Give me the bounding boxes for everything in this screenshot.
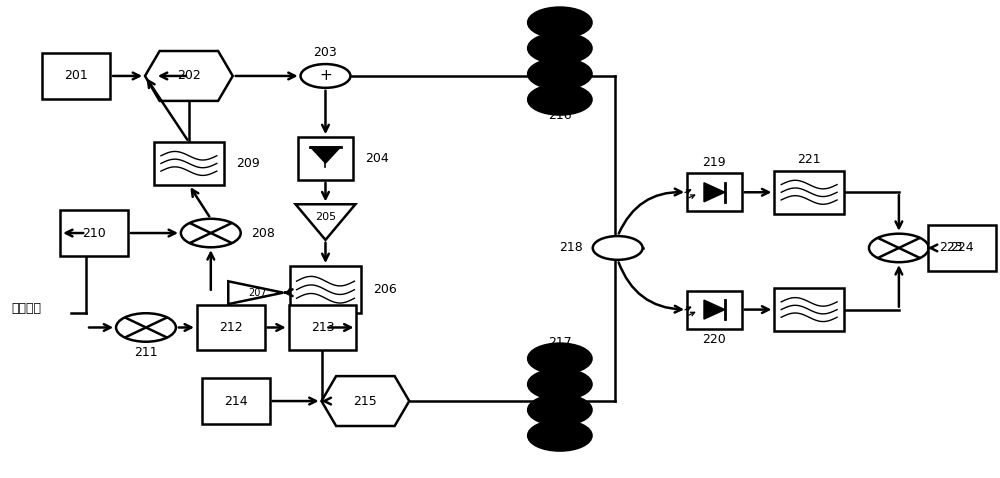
- Polygon shape: [321, 376, 409, 426]
- Text: 信号输入: 信号输入: [11, 302, 41, 315]
- Circle shape: [528, 343, 592, 374]
- Bar: [774, 288, 844, 331]
- Text: 202: 202: [177, 69, 201, 82]
- Circle shape: [528, 84, 592, 115]
- Text: 208: 208: [251, 227, 275, 239]
- Polygon shape: [145, 51, 233, 101]
- Circle shape: [528, 59, 592, 89]
- Circle shape: [528, 369, 592, 400]
- Text: 213: 213: [311, 321, 334, 334]
- Text: 206: 206: [373, 283, 397, 296]
- Polygon shape: [310, 147, 341, 163]
- Polygon shape: [228, 281, 283, 304]
- Bar: [774, 171, 844, 214]
- Circle shape: [116, 313, 176, 342]
- Bar: [202, 379, 270, 424]
- Text: 218: 218: [559, 241, 583, 254]
- Text: 201: 201: [64, 69, 88, 82]
- Text: 223: 223: [939, 241, 962, 254]
- Circle shape: [528, 395, 592, 425]
- Circle shape: [593, 236, 643, 260]
- Text: 205: 205: [315, 212, 336, 222]
- Text: 214: 214: [224, 394, 248, 408]
- Text: 216: 216: [548, 109, 572, 122]
- Bar: [290, 266, 361, 314]
- Text: 212: 212: [219, 321, 243, 334]
- Text: 209: 209: [236, 157, 259, 170]
- Circle shape: [301, 64, 350, 88]
- Text: 215: 215: [354, 394, 377, 408]
- Polygon shape: [704, 183, 725, 202]
- Text: 203: 203: [314, 46, 337, 59]
- Bar: [289, 305, 356, 350]
- Bar: [42, 54, 110, 98]
- Bar: [687, 291, 742, 328]
- Bar: [298, 137, 353, 180]
- Circle shape: [528, 33, 592, 64]
- Text: 207: 207: [248, 288, 267, 298]
- Bar: [197, 305, 265, 350]
- Circle shape: [869, 234, 929, 262]
- Polygon shape: [704, 300, 725, 319]
- Bar: [928, 225, 996, 271]
- Text: 221: 221: [797, 153, 821, 166]
- Text: 224: 224: [950, 241, 974, 254]
- Text: 211: 211: [134, 347, 158, 359]
- Text: 217: 217: [548, 336, 572, 349]
- Bar: [154, 142, 224, 185]
- Text: 204: 204: [365, 152, 389, 165]
- Circle shape: [528, 7, 592, 38]
- Bar: [60, 210, 128, 256]
- Circle shape: [181, 219, 241, 247]
- Text: 210: 210: [82, 227, 106, 239]
- Text: 220: 220: [703, 333, 726, 347]
- Circle shape: [528, 420, 592, 451]
- Bar: [687, 173, 742, 211]
- Text: +: +: [319, 68, 332, 84]
- Text: 219: 219: [703, 155, 726, 169]
- Polygon shape: [296, 204, 355, 240]
